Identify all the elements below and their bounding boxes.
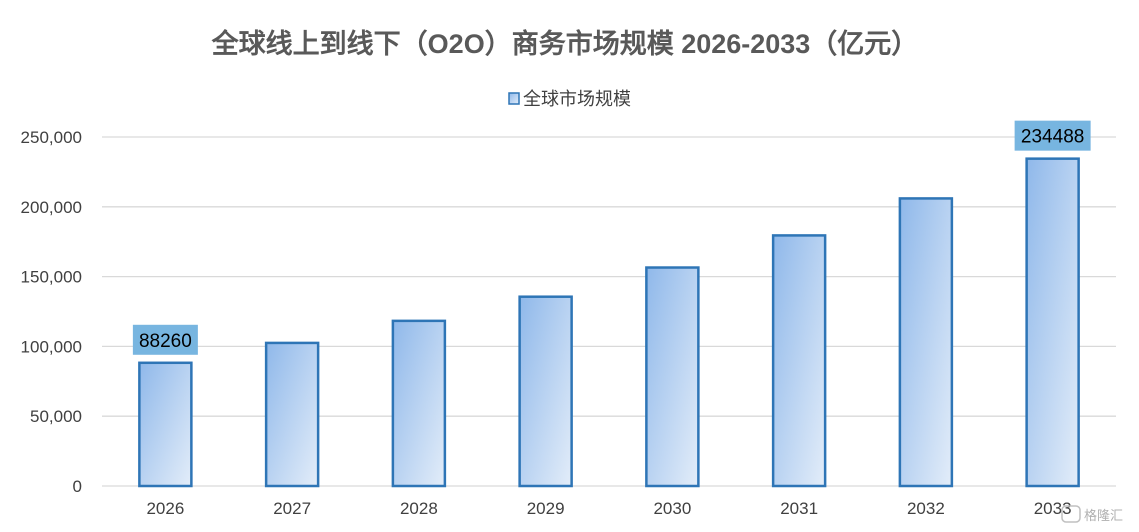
legend-swatch [508,92,520,105]
bar [645,266,700,488]
x-tick-label: 2028 [400,499,438,518]
legend-label: 全球市场规模 [523,89,631,109]
bar [898,197,954,488]
y-axis: 0 50,000 100,000 150,000 200,000 250,000 [21,128,82,496]
data-label-box [1014,120,1091,151]
y-tick-label: 200,000 [21,198,82,217]
x-tick-label: 2030 [653,499,691,518]
x-tick-label: 2029 [527,499,565,518]
x-tick-label: 2032 [907,499,945,518]
bar [1025,157,1080,488]
y-tick-label: 50,000 [30,407,82,426]
bar [138,361,193,488]
bar [771,234,827,488]
data-label: 88260 [132,324,198,355]
gridlines [102,136,1116,487]
y-tick-label: 250,000 [21,128,82,147]
y-tick-label: 150,000 [21,268,82,287]
bar [391,319,447,488]
bar [518,295,573,488]
watermark-logo-icon [1061,505,1081,523]
x-tick-label: 2027 [273,499,311,518]
x-tick-label: 2026 [146,499,184,518]
x-tick-label: 2033 [1034,499,1072,518]
x-tick-label: 2031 [780,499,818,518]
y-tick-label: 0 [73,477,82,496]
watermark-text: 格隆汇 [1084,508,1123,524]
data-label: 234488 [1014,120,1091,151]
data-labels: 88260 234488 [132,120,1091,355]
bar-series [138,157,1080,488]
chart-title: 全球线上到线下（O2O）商务市场规模 2026-2033（亿元） [211,28,919,59]
legend: 全球市场规模 [508,89,631,109]
data-label-text: 234488 [1021,127,1084,148]
data-label-box [132,324,198,355]
data-label-text: 88260 [139,331,192,352]
y-tick-label: 100,000 [21,337,82,356]
x-axis: 2026 2027 2028 2029 2030 2031 2032 2033 [146,499,1071,518]
bar [264,341,320,488]
watermark: 格隆汇 [1061,505,1123,524]
